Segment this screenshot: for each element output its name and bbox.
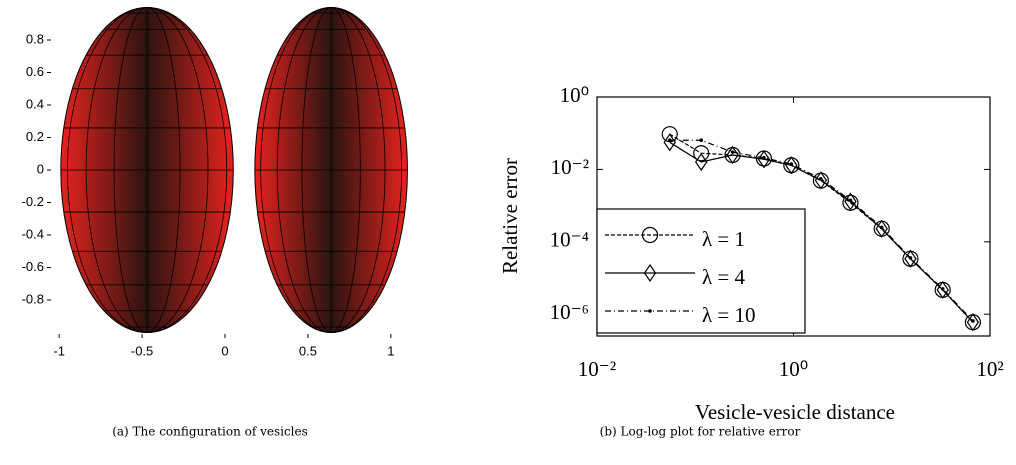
y-tick-label: -0.8 bbox=[22, 291, 44, 306]
y-tick-label: 0 bbox=[37, 161, 44, 176]
marker bbox=[694, 152, 708, 172]
x-tick-label: 0 bbox=[221, 343, 228, 358]
y-tick-label: 0.8 bbox=[26, 31, 44, 46]
legend-label: λ = 10 bbox=[702, 303, 756, 327]
x-axis-label: Vesicle-vesicle distance bbox=[695, 400, 895, 424]
marker bbox=[648, 309, 652, 313]
marker bbox=[762, 155, 766, 160]
caption: (b) Log-log plot for relative error bbox=[600, 425, 801, 439]
y-tick-label: 0.6 bbox=[26, 64, 44, 79]
x-tick-label: 10⁻² bbox=[578, 357, 616, 381]
marker bbox=[936, 280, 949, 299]
marker bbox=[879, 225, 884, 230]
legend-label: λ = 1 bbox=[702, 227, 745, 251]
y-tick-label: -0.6 bbox=[22, 259, 44, 274]
mesh-line bbox=[331, 7, 361, 333]
mesh-line bbox=[85, 7, 148, 333]
y-tick-label: 10⁻⁶ bbox=[550, 300, 589, 324]
mesh-line bbox=[147, 7, 228, 333]
marker bbox=[730, 150, 735, 154]
marker bbox=[814, 171, 828, 190]
y-tick-label: 10⁰ bbox=[560, 83, 589, 107]
y-tick-label: 0.4 bbox=[26, 96, 44, 111]
marker bbox=[789, 162, 794, 166]
mesh-line bbox=[331, 7, 386, 333]
marker bbox=[940, 287, 945, 291]
marker bbox=[699, 138, 704, 143]
caption: (a) The configuration of vesicles bbox=[112, 425, 308, 439]
y-tick-label: -0.2 bbox=[22, 194, 44, 209]
marker bbox=[819, 177, 823, 181]
x-tick-label: 0.5 bbox=[299, 343, 317, 358]
x-tick-label: 10² bbox=[976, 357, 1003, 381]
y-tick-label: 10⁻⁴ bbox=[550, 228, 589, 252]
marker bbox=[875, 219, 888, 238]
marker bbox=[971, 319, 975, 323]
legend-label: λ = 4 bbox=[702, 265, 746, 289]
marker bbox=[966, 313, 980, 332]
marker bbox=[785, 156, 798, 175]
marker bbox=[693, 145, 710, 162]
y-tick-label: 0.2 bbox=[26, 129, 44, 144]
marker bbox=[908, 256, 913, 260]
vesicle bbox=[60, 7, 234, 333]
x-tick-label: 1 bbox=[387, 343, 394, 358]
marker bbox=[643, 263, 657, 283]
mesh-line bbox=[276, 7, 332, 333]
marker bbox=[667, 138, 672, 143]
vesicle bbox=[254, 7, 408, 333]
marker bbox=[844, 192, 857, 211]
mesh-line bbox=[67, 7, 148, 333]
mesh-line bbox=[113, 7, 148, 333]
marker bbox=[904, 249, 917, 268]
mesh-line bbox=[301, 7, 332, 333]
mesh-line bbox=[147, 7, 209, 333]
y-tick-label: -0.4 bbox=[22, 226, 44, 241]
y-axis-label: Relative error bbox=[498, 158, 522, 274]
x-tick-label: 10⁰ bbox=[779, 357, 808, 381]
mesh-line bbox=[331, 7, 402, 333]
x-tick-label: -1 bbox=[53, 343, 65, 358]
mesh-line bbox=[260, 7, 332, 333]
y-tick-label: 10⁻² bbox=[551, 155, 589, 179]
marker bbox=[848, 198, 853, 203]
x-tick-label: -0.5 bbox=[131, 343, 153, 358]
legend-box bbox=[596, 208, 806, 334]
marker bbox=[641, 226, 659, 244]
mesh-line bbox=[147, 7, 181, 333]
